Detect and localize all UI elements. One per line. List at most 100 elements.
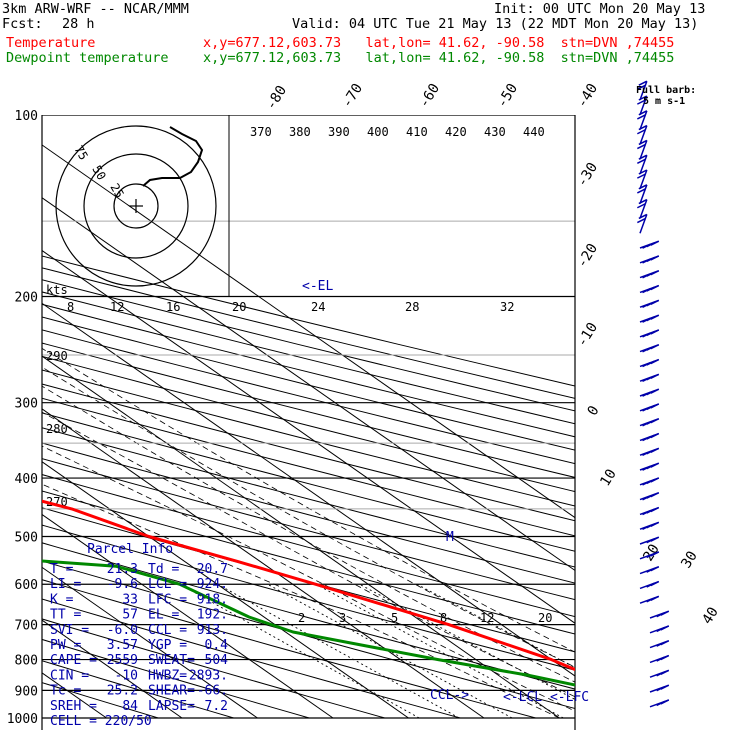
mixing-ratio-label: 2 [298, 611, 305, 625]
wind-barb [639, 418, 660, 427]
mixing-ratio-line [315, 583, 564, 719]
lcl-lfc-label: <-LCL <-LFC [503, 690, 589, 705]
mixing-ratio-label: 3 [339, 611, 346, 625]
mixing-ratio-line [217, 583, 460, 719]
theta-label: 380 [289, 125, 311, 139]
isotherm-tick-label: -60 [416, 81, 443, 111]
isotherm-line [42, 197, 575, 572]
wind-barb-flag [642, 287, 651, 294]
dry-adiabat [42, 598, 461, 719]
moist-adiabat [42, 385, 575, 683]
wind-barb [639, 521, 660, 531]
dry-adiabat [42, 490, 575, 635]
theta-side-label: 280 [46, 422, 68, 436]
isotherm-line [42, 461, 409, 719]
isotherm-line [42, 566, 258, 719]
hodograph-speed-tick: 16 [166, 300, 180, 314]
theta-label: 420 [445, 125, 467, 139]
barb-header: Full barb: [636, 85, 696, 96]
isotherm-line [42, 408, 485, 719]
parcel-field-value: 84 [122, 699, 138, 714]
parcel-field-label: LCL = [148, 577, 187, 592]
forecast-hour: 28 h [62, 16, 95, 32]
wind-barb-flag [642, 361, 651, 368]
isotherm-line [42, 144, 575, 519]
wind-barb-flag [656, 700, 665, 707]
hodograph-speed-tick: 32 [500, 300, 514, 314]
wind-barb-flag [642, 258, 651, 264]
isotherm-tick-label: -80 [263, 83, 290, 113]
parcel-field-value: 2893. [189, 668, 228, 683]
pressure-tick-label: 200 [15, 291, 38, 306]
wind-barb-flag [646, 552, 655, 559]
wind-barb [639, 551, 660, 560]
wind-barb [637, 169, 648, 190]
parcel-field-label: TT = [50, 608, 81, 623]
wind-barb [639, 314, 660, 323]
dry-adiabat [42, 618, 385, 719]
pressure-tick-label: 300 [15, 397, 38, 412]
wind-barb-flag [637, 158, 646, 165]
wind-barb [637, 198, 648, 219]
wind-barb-flag [638, 154, 648, 160]
hodograph-ring-label: 50 [89, 163, 108, 183]
wind-barb-flag [646, 567, 655, 573]
wind-barb [639, 255, 660, 264]
wind-barb-flag [646, 582, 655, 588]
wind-barb [639, 477, 660, 486]
isotherm-tick-label: 30 [678, 548, 701, 571]
parcel-field-value: -66. [197, 684, 228, 699]
wind-barb [639, 432, 660, 442]
wind-barb-flag [638, 213, 648, 220]
parcel-field-label: Tc = [50, 684, 81, 699]
diagram-grid [41, 115, 576, 730]
mixing-ratio-label: 8 [440, 611, 447, 625]
theta-label: 390 [328, 125, 350, 139]
wind-barb-staff [639, 169, 648, 190]
parcel-field-label: LAPSE= [148, 699, 195, 714]
init-time: Init: 00 UTC Mon 20 May 13 [494, 1, 706, 17]
parcel-field-label: YGP = [148, 638, 187, 653]
wind-barb [637, 124, 648, 145]
wind-barb-flag [638, 124, 648, 131]
wind-barb [639, 462, 660, 471]
pressure-tick-label: 400 [15, 472, 38, 487]
isotherm-line [42, 302, 575, 677]
wind-barb-flag [642, 273, 651, 279]
mixing-ratio-line [179, 583, 420, 719]
isotherm-tick-label: 40 [699, 604, 722, 627]
wind-barb [637, 213, 648, 234]
wind-barb-flag [646, 537, 655, 544]
valid-time: Valid: 04 UTC Tue 21 May 13 (22 MDT Mon … [292, 16, 699, 32]
parcel-field-label: SHEAR= [148, 684, 195, 699]
parcel-field-value: 913. [197, 623, 228, 638]
hodograph-speed-tick: 12 [110, 300, 124, 314]
wind-barb-staff [639, 199, 648, 219]
hodograph: 75 50 25 kts [46, 125, 217, 297]
wind-barb-flag [656, 656, 665, 662]
wind-barb [639, 492, 660, 501]
parcel-field-value: 918. [197, 592, 228, 607]
theta-label: 400 [367, 125, 389, 139]
hodograph-speed-tick: 8 [67, 300, 74, 314]
wind-barb-flag [642, 243, 651, 249]
dry-adiabat [42, 458, 575, 601]
wind-barb-flag [642, 450, 651, 457]
parcel-field-value: -9.6 [107, 577, 138, 592]
isotherm-line [42, 355, 560, 719]
parcel-info-box: Parcel Info T = 21.3 Td = 20.7 LI = -9.6 LCL =… [50, 542, 228, 729]
parcel-field-label: LI = [50, 577, 81, 592]
parcel-field-label: EL = [148, 608, 179, 623]
wind-barb-flag [642, 302, 651, 309]
wind-barb-flag [637, 114, 646, 120]
wind-barb-staff [639, 184, 648, 204]
pressure-tick-label: 700 [15, 619, 38, 634]
parcel-field-label: CIN = [50, 668, 89, 683]
isotherm-tick-label: 0 [585, 403, 603, 419]
hodograph-ring-label: 25 [107, 181, 126, 201]
wind-barb-staff [639, 214, 648, 234]
wind-barb [637, 139, 648, 160]
wind-barb [637, 95, 648, 116]
parcel-field-value: 33 [122, 592, 138, 607]
